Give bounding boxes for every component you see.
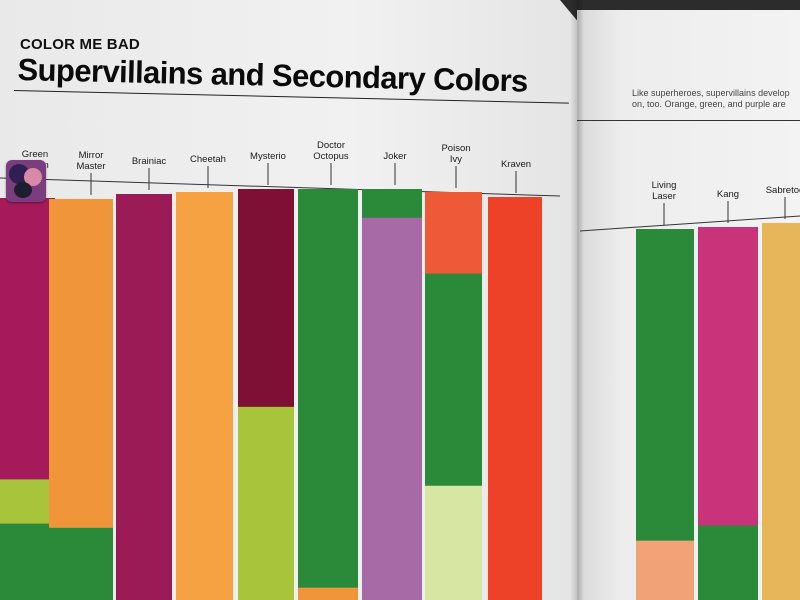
bar-segment-poison-ivy-3 bbox=[425, 485, 482, 600]
intro-line-2: on, too. Orange, green, and purple are bbox=[632, 99, 786, 109]
bar-segment-poison-ivy-1 bbox=[425, 192, 482, 275]
bar-segment-cheetah-1 bbox=[176, 192, 233, 600]
bar-label-cheetah: Cheetah bbox=[190, 154, 226, 165]
bar-segment-joker-1 bbox=[362, 189, 422, 219]
bar-label-kraven: Kraven bbox=[501, 159, 531, 170]
bar-label-mirror-master-line-2: Master bbox=[76, 161, 105, 172]
right-page-divider bbox=[577, 120, 800, 121]
bar-segment-brainiac-1 bbox=[116, 194, 172, 600]
bar-label-poison-ivy-line-1: Poison bbox=[441, 143, 470, 154]
right-axis-line bbox=[579, 215, 800, 232]
villain-badge-icon bbox=[6, 160, 46, 202]
bar-segment-green-goblin-3 bbox=[0, 523, 55, 600]
bar-segment-sabretooth-1 bbox=[762, 223, 800, 600]
bar-label-green-goblin-line-1: Green bbox=[22, 149, 48, 160]
bar-segment-mirror-master-1 bbox=[49, 199, 113, 529]
bar-label-sabretooth: Sabretoo bbox=[766, 185, 800, 196]
bar-segment-doctor-octopus-2 bbox=[298, 587, 358, 600]
bar-label-living-laser-line-2: Laser bbox=[652, 191, 676, 202]
bar-label-doctor-octopus-line-2: Octopus bbox=[313, 151, 349, 162]
bar-segment-green-goblin-1 bbox=[0, 198, 55, 480]
bar-label-joker: Joker bbox=[383, 151, 406, 162]
bar-segment-joker-2 bbox=[362, 217, 422, 600]
bar-label-brainiac: Brainiac bbox=[132, 156, 167, 167]
bar-segment-mysterio-1 bbox=[238, 189, 294, 408]
bar-segment-mysterio-2 bbox=[238, 406, 294, 600]
bar-segment-mirror-master-2 bbox=[49, 527, 113, 600]
bar-label-poison-ivy-line-2: Ivy bbox=[450, 154, 462, 165]
bar-segment-kang-1 bbox=[698, 227, 758, 526]
page-gutter bbox=[570, 0, 584, 600]
bar-segment-living-laser-2 bbox=[636, 540, 694, 600]
bar-label-kang: Kang bbox=[717, 189, 739, 200]
bar-label-living-laser-line-1: Living bbox=[652, 180, 677, 191]
intro-line-1: Like superheroes, supervillains develop bbox=[632, 88, 790, 98]
bar-label-doctor-octopus-line-1: Doctor bbox=[317, 140, 345, 151]
bar-segment-green-goblin-2 bbox=[0, 479, 55, 525]
bar-segment-poison-ivy-2 bbox=[425, 273, 482, 487]
bar-segment-kraven-1 bbox=[488, 197, 542, 600]
bar-segment-doctor-octopus-1 bbox=[298, 189, 358, 589]
section-kicker: COLOR ME BAD bbox=[20, 36, 140, 53]
bar-label-mysterio: Mysterio bbox=[250, 151, 286, 162]
bar-segment-kang-2 bbox=[698, 525, 758, 600]
bar-label-mirror-master-line-1: Mirror bbox=[79, 150, 104, 161]
bars-layer bbox=[0, 189, 800, 600]
bar-segment-living-laser-1 bbox=[636, 229, 694, 542]
intro-text: Like superheroes, supervillains develop … bbox=[632, 88, 800, 110]
